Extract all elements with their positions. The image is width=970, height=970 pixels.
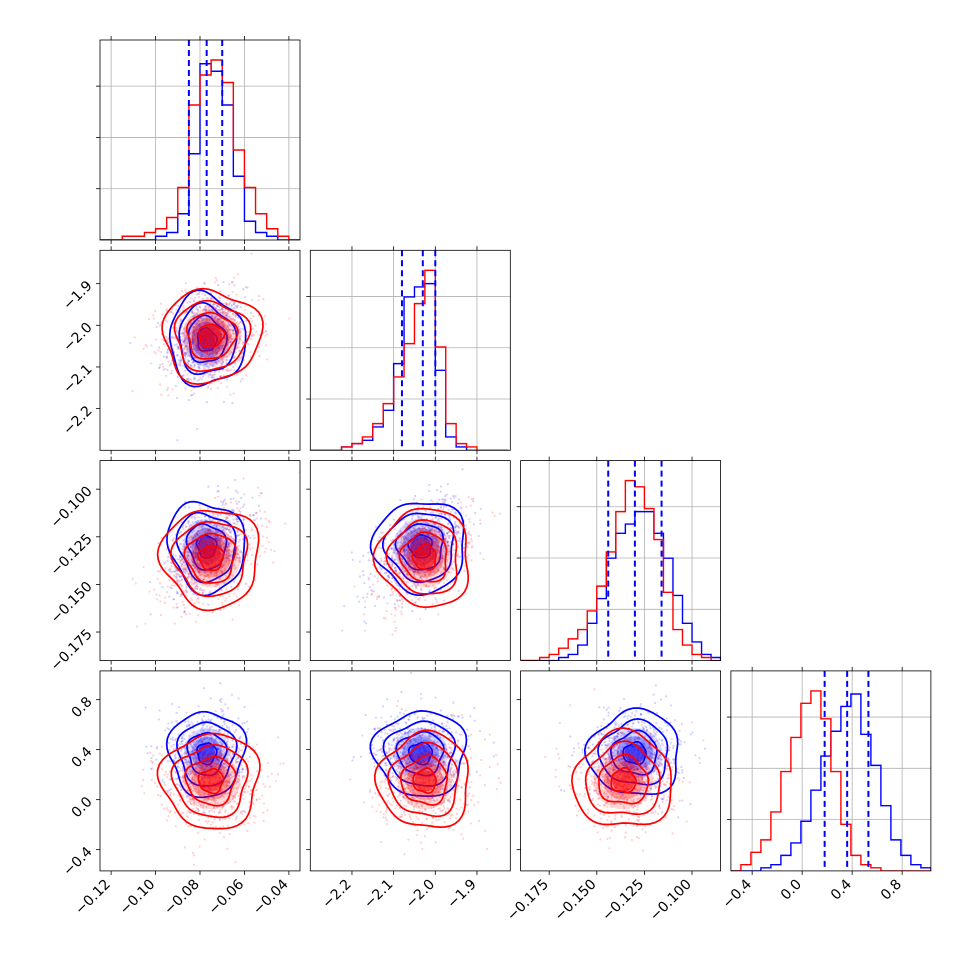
- contour-line: [385, 519, 458, 595]
- contour-line: [156, 732, 261, 830]
- contour-line: [382, 720, 457, 787]
- contour-line: [399, 754, 448, 806]
- contour-line: [175, 511, 237, 584]
- contour-line: [184, 755, 237, 807]
- contour-line: [373, 729, 469, 828]
- contour-line: [610, 766, 637, 794]
- x-tick-label: −0.04: [250, 876, 292, 918]
- y-tick-label: −0.4: [60, 844, 95, 879]
- contour-line: [381, 512, 455, 584]
- x-tick-label: −2.2: [319, 876, 354, 911]
- contour-line: [369, 710, 468, 797]
- y-tick-label: 0.4: [69, 744, 96, 771]
- red-histogram-2: [520, 479, 721, 661]
- blue-histogram-1: [310, 282, 509, 451]
- contour-line: [398, 531, 448, 583]
- x-tick-label: 0.4: [828, 876, 855, 903]
- contour-line: [178, 301, 238, 376]
- y-tick-label: −2.1: [60, 361, 95, 396]
- contour-line: [412, 767, 437, 795]
- scatter-panel-2-1: [306, 456, 511, 665]
- histogram-panel-0: [96, 36, 301, 244]
- contour-line: [173, 299, 252, 373]
- x-tick-label: −0.125: [599, 876, 647, 924]
- contour-line: [198, 323, 226, 349]
- blue-histogram-2: [520, 510, 721, 661]
- contour-line: [411, 543, 437, 571]
- scatter-panel-3-0: [96, 666, 301, 875]
- y-tick-label: 0.0: [69, 794, 96, 821]
- contour-line: [156, 509, 260, 612]
- contour-line: [372, 507, 470, 609]
- x-tick-label: −0.12: [72, 876, 114, 918]
- scatter-panel-3-1: [306, 666, 511, 875]
- x-tick-label: −0.100: [647, 876, 695, 924]
- red-histogram-1: [310, 269, 509, 451]
- contour-line: [583, 707, 679, 796]
- panel-frame: [520, 670, 721, 872]
- y-tick-label: −0.150: [48, 579, 96, 627]
- panel-frame: [309, 670, 511, 872]
- panel-frame: [730, 670, 932, 872]
- x-tick-label: −0.175: [504, 876, 552, 924]
- contour-line: [622, 740, 647, 766]
- scatter-panel-2-0: [96, 456, 301, 665]
- y-tick-label: −1.9: [60, 278, 95, 313]
- contour-line: [597, 718, 669, 786]
- y-tick-label: −0.100: [48, 484, 96, 532]
- histogram-panel-3: [726, 666, 932, 875]
- y-tick-label: 0.8: [69, 694, 96, 721]
- x-tick-label: −0.06: [206, 876, 248, 918]
- contour-line: [571, 727, 672, 826]
- scatter-panel-1-0: [96, 246, 301, 455]
- contour-line: [196, 544, 225, 572]
- x-tick-label: 0.8: [878, 876, 905, 903]
- contour-line: [169, 521, 249, 598]
- series-1-points: [131, 252, 291, 397]
- blue-histogram-3: [730, 693, 931, 871]
- red-histogram-0: [100, 59, 300, 240]
- y-tick-label: −2.0: [60, 320, 95, 355]
- panel-frame: [309, 460, 511, 662]
- contour-line: [185, 311, 239, 360]
- contour-line: [170, 743, 249, 819]
- histogram-panel-2: [516, 456, 721, 665]
- x-tick-label: −2.1: [361, 876, 396, 911]
- panel-frame: [309, 249, 511, 451]
- contour-line: [387, 741, 459, 818]
- scatter-panel-3-2: [516, 666, 721, 875]
- contour-line: [584, 740, 661, 816]
- y-tick-label: −0.175: [48, 626, 96, 674]
- contour-line: [165, 710, 248, 799]
- x-tick-label: 0.0: [778, 876, 805, 903]
- x-tick-label: −0.150: [552, 876, 600, 924]
- contour-line: [161, 287, 264, 385]
- x-tick-label: −2.0: [403, 876, 438, 911]
- x-tick-label: −0.4: [720, 876, 755, 911]
- x-tick-label: −0.10: [117, 876, 159, 918]
- x-tick-label: −0.08: [161, 876, 203, 918]
- red-histogram-3: [730, 690, 931, 871]
- contour-line: [183, 532, 237, 584]
- contour-line: [197, 767, 225, 795]
- panel-frame: [520, 460, 721, 662]
- y-tick-label: −0.125: [48, 531, 96, 579]
- histogram-panel-1: [306, 246, 511, 455]
- contour-line: [598, 753, 650, 805]
- x-tick-label: −1.9: [444, 876, 479, 911]
- contour-line: [609, 729, 658, 776]
- y-tick-label: −2.2: [60, 403, 95, 438]
